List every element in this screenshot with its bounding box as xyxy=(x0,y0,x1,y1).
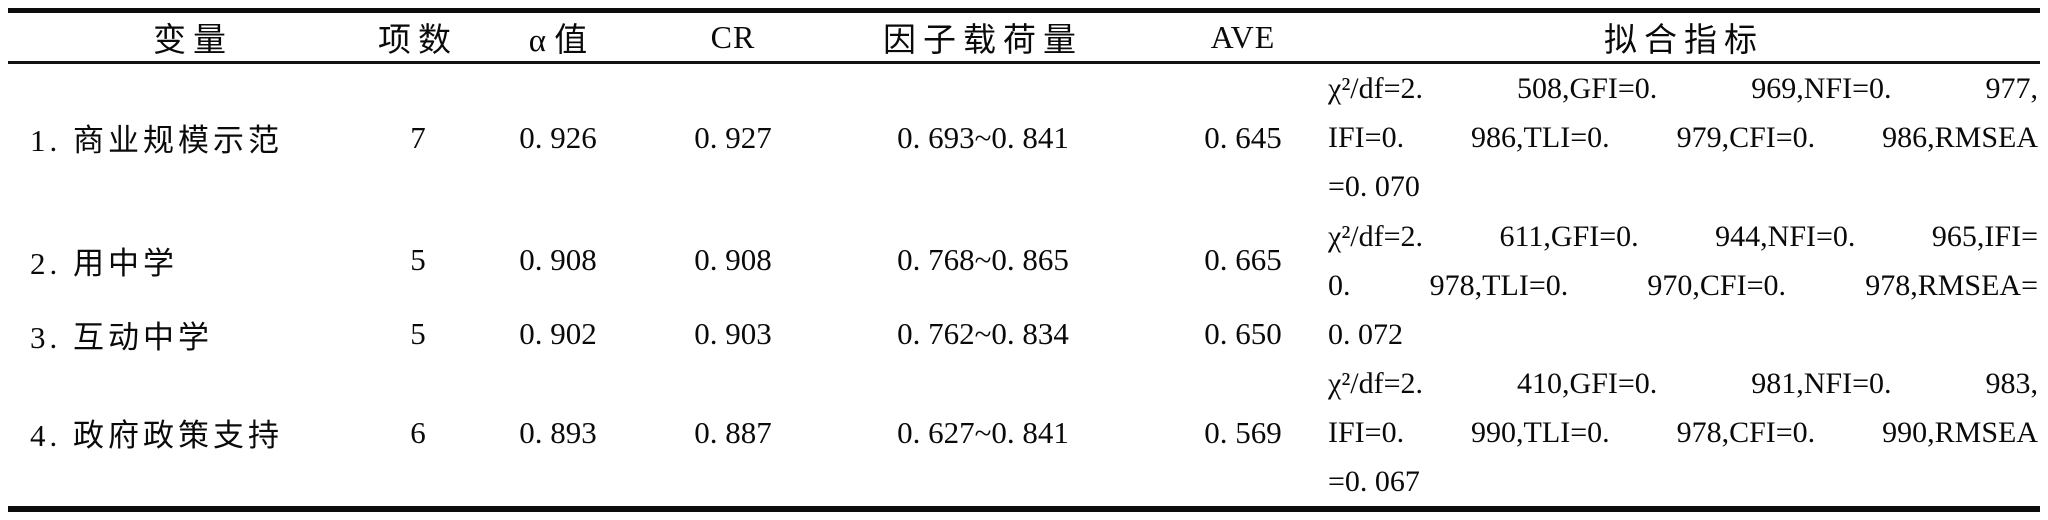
cell-variable: 1. 商业规模示范 xyxy=(30,123,283,158)
col-header-ave: AVE xyxy=(1158,10,1328,64)
cell-variable: 4. 政府政策支持 xyxy=(30,418,283,453)
cell-items: 5 xyxy=(410,316,426,351)
table-row: 2. 用中学 5 0. 908 0. 908 0. 768~0. 865 0. … xyxy=(8,211,2040,351)
col-header-loading: 因子载荷量 xyxy=(808,10,1158,64)
table-row: 3. 互动中学 5 0. 902 0. 903 0. 762~0. 834 0.… xyxy=(8,309,2040,359)
cell-cr: 0. 927 xyxy=(694,119,772,155)
col-header-variable: 变量 xyxy=(8,10,378,64)
cell-variable: 2. 用中学 xyxy=(30,245,178,281)
cell-fit-indices: χ²/df=2. 508,GFI=0. 969,NFI=0. 977, IFI=… xyxy=(1328,63,2040,212)
cell-alpha: 0. 908 xyxy=(519,242,597,277)
cell-alpha: 0. 893 xyxy=(519,414,597,450)
cell-fit-indices: χ²/df=2. 410,GFI=0. 981,NFI=0. 983, IFI=… xyxy=(1328,359,2040,509)
cell-ave: 0. 665 xyxy=(1204,242,1282,277)
fit-line: χ²/df=2. 508,GFI=0. 969,NFI=0. 977, xyxy=(1328,72,2038,105)
cell-alpha: 0. 926 xyxy=(519,119,597,155)
scanned-table-page: 变量 项数 α 值 CR 因子载荷量 AVE 拟合指标 1. 商业规模示范 7 … xyxy=(0,8,2048,520)
col-header-fit: 拟合指标 xyxy=(1328,10,2040,64)
cell-cr: 0. 903 xyxy=(694,316,772,351)
fit-line: 0. 072 xyxy=(1328,317,1403,351)
cell-loading: 0. 627~0. 841 xyxy=(897,414,1069,450)
cell-cr: 0. 908 xyxy=(694,242,772,277)
cell-loading: 0. 768~0. 865 xyxy=(897,242,1069,277)
fit-line: IFI=0. 990,TLI=0. 978,CFI=0. 990,RMSEA xyxy=(1328,416,2038,449)
cell-variable: 3. 互动中学 xyxy=(30,319,213,355)
fit-line: =0. 067 xyxy=(1328,465,1420,498)
fit-line: χ²/df=2. 611,GFI=0. 944,NFI=0. 965,IFI= xyxy=(1328,219,2038,253)
col-header-alpha: α 值 xyxy=(458,10,658,64)
table-row: 1. 商业规模示范 7 0. 926 0. 927 0. 693~0. 841 … xyxy=(8,63,2040,212)
fit-line: χ²/df=2. 410,GFI=0. 981,NFI=0. 983, xyxy=(1328,367,2038,400)
cell-cr: 0. 887 xyxy=(694,414,772,450)
fit-line: 0. 978,TLI=0. 970,CFI=0. 978,RMSEA= xyxy=(1328,268,2038,302)
cell-alpha: 0. 902 xyxy=(519,316,597,351)
cell-loading: 0. 693~0. 841 xyxy=(897,119,1069,155)
cell-fit-indices: χ²/df=2. 611,GFI=0. 944,NFI=0. 965,IFI= … xyxy=(1328,211,2040,359)
header-row: 变量 项数 α 值 CR 因子载荷量 AVE 拟合指标 xyxy=(8,10,2040,64)
fit-line: =0. 070 xyxy=(1328,170,1420,203)
cell-items: 5 xyxy=(410,242,426,277)
cell-loading: 0. 762~0. 834 xyxy=(897,316,1069,351)
cell-ave: 0. 645 xyxy=(1204,119,1282,155)
cell-ave: 0. 569 xyxy=(1204,414,1282,450)
col-header-items: 项数 xyxy=(378,10,458,64)
cell-items: 7 xyxy=(410,119,426,155)
fit-line: IFI=0. 986,TLI=0. 979,CFI=0. 986,RMSEA xyxy=(1328,121,2038,154)
cell-ave: 0. 650 xyxy=(1204,316,1282,351)
cell-items: 6 xyxy=(410,414,426,450)
col-header-cr: CR xyxy=(658,10,808,64)
table-row: 4. 政府政策支持 6 0. 893 0. 887 0. 627~0. 841 … xyxy=(8,359,2040,509)
measurement-model-table: 变量 项数 α 值 CR 因子载荷量 AVE 拟合指标 1. 商业规模示范 7 … xyxy=(8,8,2040,512)
